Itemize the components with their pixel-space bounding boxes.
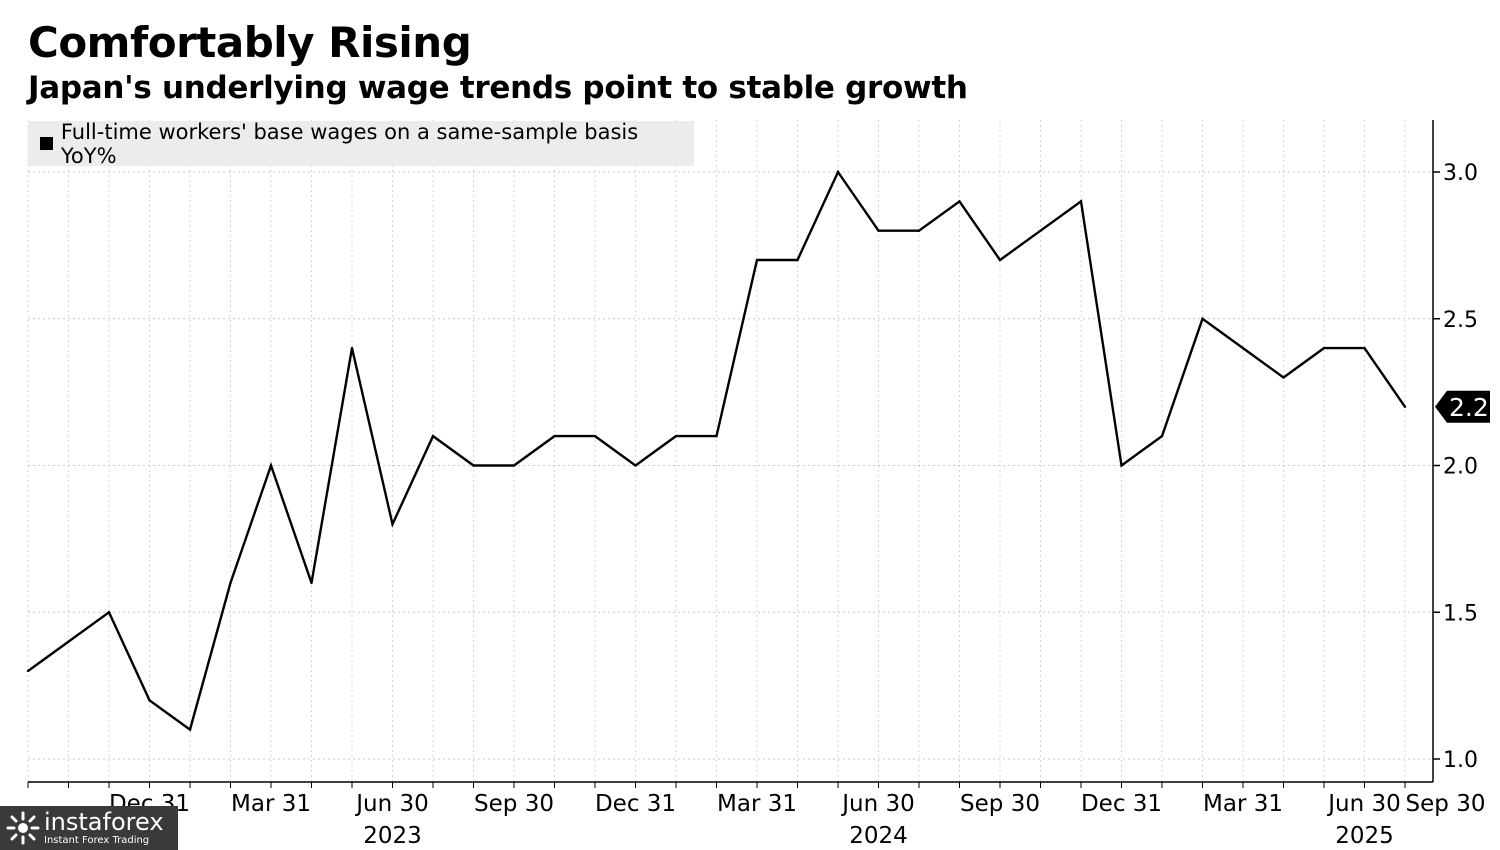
data-point [1120, 464, 1123, 467]
x-tick-label: Sep 30 [1406, 791, 1486, 817]
data-point [350, 346, 354, 350]
data-point [512, 464, 516, 467]
x-tick-label: Jun 30 [354, 791, 429, 817]
y-tick-label: 2.0 [1443, 455, 1478, 480]
data-point [796, 258, 799, 262]
data-point [67, 640, 70, 643]
chart-title: Comfortably Rising [28, 18, 472, 67]
last-value-label: 2.2 [1449, 393, 1489, 422]
data-point [1282, 376, 1285, 379]
data-point [472, 464, 475, 467]
x-tick-label: Sep 30 [474, 791, 554, 817]
x-tick-label: Jun 30 [840, 791, 915, 817]
y-tick-label: 3.0 [1443, 161, 1478, 186]
legend-label: Full-time workers' base wages on a same-… [60, 119, 639, 168]
data-point [755, 258, 759, 262]
data-point [1160, 434, 1164, 438]
data-point [593, 434, 597, 438]
data-point [107, 611, 111, 614]
watermark-logo: instaforex Instant Forex Trading [0, 806, 178, 850]
series-layer [26, 169, 1407, 732]
data-point [1079, 200, 1083, 203]
instaforex-logo-icon [6, 811, 40, 845]
data-point [634, 464, 637, 467]
x-year-label: 2024 [849, 823, 908, 849]
data-point [1241, 346, 1245, 350]
x-tick-label: Sep 30 [960, 791, 1040, 817]
data-point [391, 523, 394, 526]
data-point [1322, 346, 1326, 350]
data-point [715, 434, 718, 438]
last-value-callout [1435, 390, 1490, 423]
y-tick-label: 1.0 [1443, 748, 1478, 773]
data-point [310, 581, 313, 585]
data-point [674, 434, 678, 438]
data-point [836, 170, 840, 174]
watermark-tagline: Instant Forex Trading [44, 835, 150, 846]
x-year-label: 2023 [363, 823, 422, 849]
y-tick-label: 1.5 [1443, 601, 1478, 626]
y-tick-label: 2.5 [1443, 308, 1478, 333]
watermark-brand: instaforex [44, 808, 164, 836]
data-point [229, 581, 232, 585]
x-tick-label: Dec 31 [595, 791, 676, 817]
data-point [998, 258, 1002, 262]
x-tick-label: Mar 31 [1203, 791, 1283, 817]
data-point [917, 229, 921, 232]
data-point [1403, 405, 1407, 408]
gridlines [27, 120, 1433, 782]
legend: Full-time workers' base wages on a same-… [28, 119, 694, 168]
data-point [1201, 317, 1204, 320]
data-point [1039, 229, 1042, 232]
data-point [958, 200, 961, 203]
data-point [877, 229, 880, 232]
x-tick-label: Jun 30 [1326, 791, 1401, 817]
data-point [1363, 346, 1366, 350]
data-point [148, 699, 151, 702]
data-point [553, 434, 556, 438]
data-point [26, 669, 30, 673]
x-tick-label: Dec 31 [1081, 791, 1162, 817]
data-point [431, 434, 435, 438]
data-point [269, 464, 273, 467]
chart-subtitle: Japan's underlying wage trends point to … [28, 70, 968, 106]
x-year-label: 2025 [1335, 823, 1394, 849]
data-point [188, 728, 192, 731]
x-tick-label: Mar 31 [231, 791, 311, 817]
legend-swatch [40, 137, 53, 150]
x-tick-label: Mar 31 [717, 791, 797, 817]
